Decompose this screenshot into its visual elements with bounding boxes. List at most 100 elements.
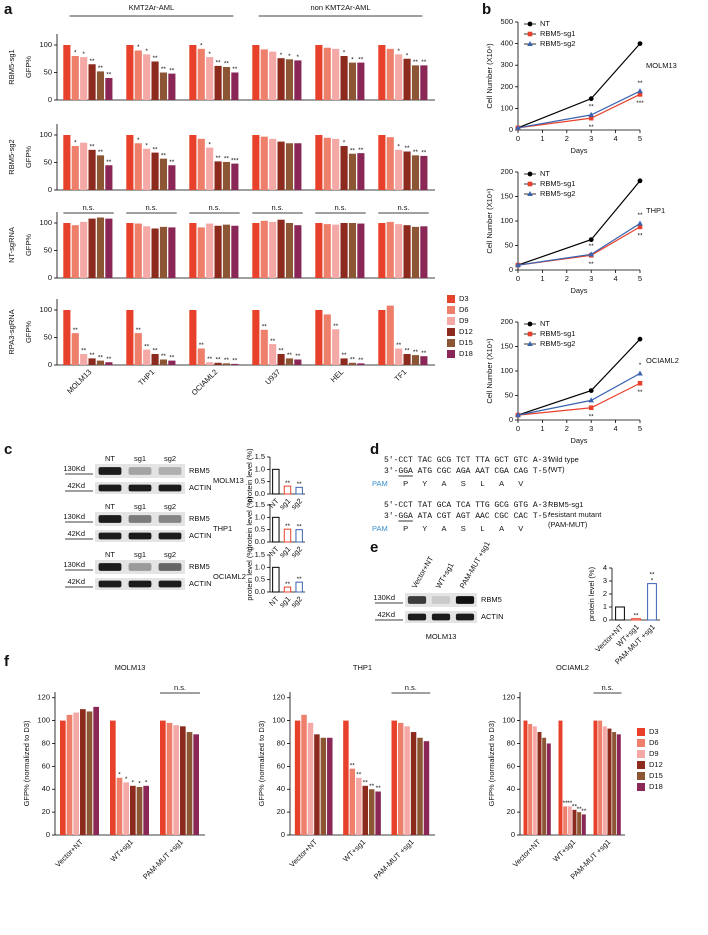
bar (189, 135, 197, 190)
y-tick-label: 1.0 (255, 464, 265, 473)
sequence-label: (WT) (548, 465, 565, 474)
chart-title: THP1 (353, 663, 372, 672)
bar (269, 138, 277, 190)
bar (193, 734, 199, 835)
bar (593, 720, 598, 835)
bar (168, 360, 176, 365)
annotation: MOLM13 (646, 61, 677, 70)
significance: ** (89, 144, 95, 151)
bar (272, 566, 280, 593)
significance: ** (637, 233, 643, 240)
chart-title: OCIAML2 (556, 663, 589, 672)
y-tick-label: 80 (42, 738, 50, 747)
significance: * (74, 50, 77, 57)
bar (260, 329, 268, 365)
legend-swatch (637, 761, 645, 769)
legend-marker (527, 341, 533, 346)
bar (320, 737, 327, 835)
y-axis-title: protein level (%) (245, 448, 254, 503)
legend-swatch (637, 728, 645, 736)
amino-acid: Y (422, 479, 427, 488)
legend-marker (527, 321, 533, 327)
bar (357, 223, 365, 278)
bar (602, 726, 607, 835)
blot-band (98, 580, 122, 588)
bar (197, 138, 205, 190)
sequence-label: Wild type (548, 455, 579, 464)
sequence-label: RBM5-sg1 (548, 500, 583, 509)
bar (581, 814, 586, 835)
blot-band (128, 563, 152, 571)
significance: ** (224, 357, 230, 364)
significance: ** (295, 353, 301, 360)
bar (231, 363, 239, 365)
significance: ** (98, 65, 104, 72)
y-tick-label: 120 (37, 693, 50, 702)
y-axis-title: GFP% (24, 234, 33, 256)
legend-marker (527, 181, 533, 187)
blot-band (407, 596, 427, 604)
bar (105, 78, 113, 100)
bar (96, 360, 105, 365)
legend-marker (527, 31, 533, 37)
bar (395, 348, 403, 365)
bar (189, 310, 197, 365)
legend-marker (527, 171, 533, 177)
significance: * (208, 51, 211, 58)
bar (563, 806, 568, 835)
significance: * (343, 140, 346, 147)
bar (403, 151, 411, 190)
x-tick-label: 2 (565, 274, 569, 283)
point (588, 237, 594, 243)
lane-label: PAM-MUT +sg1 (458, 540, 492, 590)
y-tick-label: 80 (277, 738, 285, 747)
bar (294, 143, 302, 190)
bar (126, 45, 134, 100)
bar (126, 135, 134, 190)
significance: ** (152, 55, 158, 62)
bar (269, 344, 277, 365)
amino-acid: V (518, 479, 523, 488)
significance: ** (376, 785, 382, 792)
y-tick-label: 1.5 (255, 452, 265, 461)
bar (420, 155, 428, 190)
y-tick-label: 120 (502, 693, 515, 702)
sequence-label: (PAM-MUT) (548, 520, 588, 529)
blot-band (455, 613, 475, 621)
y-axis-title: Cell Number (X10⁴) (485, 338, 494, 404)
lane-label: sg2 (164, 454, 176, 463)
bar (523, 720, 528, 835)
y-tick-label: 100 (39, 40, 52, 49)
bar (277, 219, 285, 278)
legend-swatch (637, 783, 645, 791)
y-tick-label: 2 (603, 589, 607, 598)
bar (340, 56, 348, 100)
bar (269, 51, 277, 100)
significance: ** (73, 327, 79, 334)
significance: * (208, 141, 211, 148)
band-label: ACTIN (481, 612, 504, 621)
y-tick-label: 0 (48, 95, 52, 104)
bar (348, 62, 357, 100)
significance: * (74, 140, 77, 147)
row-title: RPA3-sgRNA (7, 309, 16, 354)
significance: ** (98, 149, 104, 156)
significance: ** (589, 243, 595, 250)
bar (386, 221, 394, 278)
significance: ** (287, 352, 293, 359)
bar (294, 720, 301, 835)
bar (143, 349, 151, 365)
legend-swatch (637, 739, 645, 747)
bar (283, 586, 292, 593)
bar (143, 54, 151, 100)
significance: ** (224, 156, 230, 163)
y-tick-label: 0 (48, 360, 52, 369)
significance: ** (413, 59, 419, 66)
group-annotation: n.s. (82, 203, 94, 212)
y-tick-label: 100 (37, 716, 50, 725)
group-header: non KMT2Ar-AML (310, 3, 370, 12)
x-tick-label: TF1 (393, 367, 409, 383)
blot-band (407, 613, 427, 621)
x-tick-label: 5 (638, 424, 642, 433)
y-tick-label: 1.0 (255, 512, 265, 521)
